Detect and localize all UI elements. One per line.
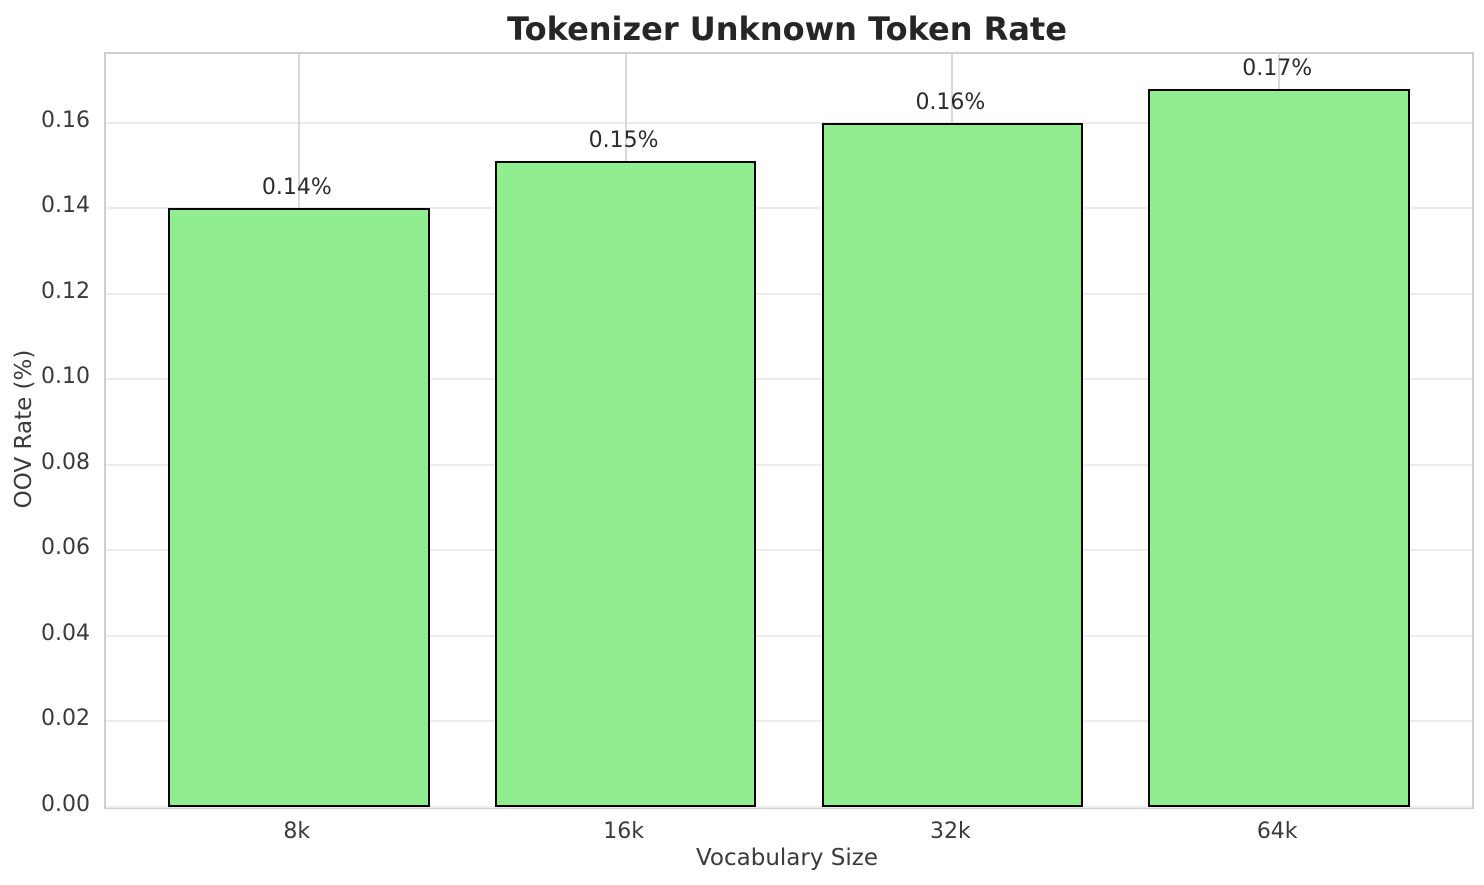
bar-32k — [821, 122, 1084, 807]
plot-area — [104, 52, 1474, 809]
bar-value-label: 0.15% — [588, 128, 659, 154]
h-gridline — [106, 634, 1472, 637]
h-gridline — [106, 121, 1472, 124]
y-tick-label: 0.02 — [41, 706, 90, 732]
y-tick-label: 0.14 — [41, 193, 90, 219]
bar-16k — [494, 161, 757, 807]
y-tick-label: 0.16 — [41, 107, 90, 133]
x-axis-label: Vocabulary Size — [695, 845, 878, 871]
y-tick-label: 0.08 — [41, 449, 90, 475]
bar-value-label: 0.14% — [261, 175, 332, 201]
x-tick-label: 64k — [1256, 819, 1298, 844]
y-tick-label: 0.00 — [41, 792, 90, 817]
h-gridline — [106, 292, 1472, 295]
x-tick-label: 32k — [930, 819, 971, 844]
h-gridline — [106, 720, 1472, 723]
bar-value-label: 0.16% — [915, 89, 986, 115]
x-tick-label: 8k — [283, 819, 311, 844]
x-tick-label: 16k — [603, 819, 644, 844]
h-gridline — [106, 463, 1472, 466]
y-tick-label: 0.06 — [41, 535, 90, 561]
h-gridline — [106, 207, 1472, 210]
y-tick-label: 0.12 — [41, 278, 90, 304]
bar-value-label: 0.17% — [1242, 55, 1313, 81]
bar-64k — [1148, 88, 1410, 807]
chart-title: Tokenizer Unknown Token Rate — [507, 10, 1067, 48]
h-gridline — [106, 806, 1472, 808]
y-tick-label: 0.10 — [41, 364, 90, 390]
bar-8k — [168, 208, 430, 807]
h-gridline — [106, 549, 1472, 552]
y-tick-label: 0.04 — [41, 620, 90, 646]
h-gridline — [106, 378, 1472, 381]
